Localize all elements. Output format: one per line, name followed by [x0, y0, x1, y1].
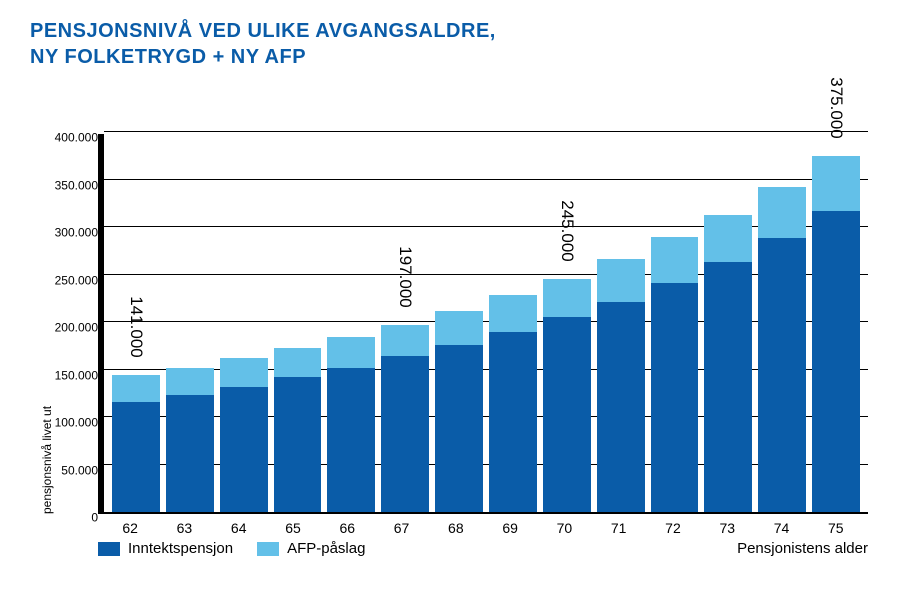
x-tick-label: 74 — [757, 516, 805, 536]
bar-value-label: 245.000 — [557, 201, 577, 262]
chart-title-line2: NY FOLKETRYGD + NY AFP — [30, 44, 868, 70]
bar-segment-afp — [597, 259, 645, 302]
bar-segment-inntekt — [758, 238, 806, 512]
bar-segment-afp — [543, 279, 591, 317]
bar-segment-inntekt — [381, 356, 429, 512]
chart-container: 050.000100.000150.000200.000250.000300.0… — [30, 90, 868, 574]
chart-title-line1: PENSJONSNIVÅ VED ULIKE AVGANGSALDRE, — [30, 18, 868, 44]
x-tick-label: 73 — [703, 516, 751, 536]
x-tick-label: 68 — [432, 516, 480, 536]
x-tick-label: 69 — [486, 516, 534, 536]
x-tick-label: 67 — [377, 516, 425, 536]
x-axis-title: Pensjonistens alder — [737, 540, 868, 557]
x-tick-label: 75 — [812, 516, 860, 536]
bar-column: 375.000 — [812, 156, 860, 512]
bar-segment-inntekt — [543, 317, 591, 512]
legend-item-2: AFP-påslag — [257, 540, 365, 557]
bar-value-label: 197.000 — [395, 246, 415, 307]
bar-value-label: 141.000 — [126, 296, 146, 357]
x-tick-label: 63 — [160, 516, 208, 536]
bar-segment-afp — [812, 156, 860, 211]
x-tick-label: 70 — [540, 516, 588, 536]
bar-segment-inntekt — [651, 283, 699, 512]
bar-segment-afp — [112, 375, 160, 402]
bar-column: 245.000 — [543, 279, 591, 512]
bar-column — [166, 368, 214, 512]
bar-segment-inntekt — [220, 387, 268, 512]
bar-column: 141.000 — [112, 375, 160, 512]
bar-column — [327, 337, 375, 512]
bar-segment-afp — [274, 348, 322, 377]
bar-column — [758, 187, 806, 512]
x-tick-label: 64 — [215, 516, 263, 536]
bar-column: 197.000 — [381, 325, 429, 512]
bar-segment-inntekt — [327, 368, 375, 512]
x-tick-label: 66 — [323, 516, 371, 536]
bars: 141.000 197.000 245.000 375.000 — [104, 134, 868, 512]
bar-segment-inntekt — [274, 377, 322, 512]
bar-segment-afp — [758, 187, 806, 238]
x-tick-label: 65 — [269, 516, 317, 536]
bar-column — [704, 215, 752, 512]
x-tick-label: 72 — [649, 516, 697, 536]
y-tick-label: 200.000 — [30, 321, 98, 328]
grid-line — [104, 131, 868, 132]
bar-value-label: 375.000 — [826, 77, 846, 138]
bar-column — [274, 348, 322, 512]
bar-segment-afp — [220, 358, 268, 387]
bar-segment-afp — [166, 368, 214, 396]
bar-column — [651, 237, 699, 512]
bar-segment-afp — [435, 311, 483, 345]
bar-segment-inntekt — [704, 262, 752, 512]
bar-segment-afp — [489, 295, 537, 332]
bar-segment-afp — [651, 237, 699, 283]
legend-swatch-2 — [257, 542, 279, 556]
x-tick-label: 71 — [595, 516, 643, 536]
bar-segment-inntekt — [112, 402, 160, 512]
y-tick-label: 150.000 — [30, 368, 98, 375]
bar-segment-afp — [327, 337, 375, 367]
bar-segment-inntekt — [597, 302, 645, 512]
legend-swatch-1 — [98, 542, 120, 556]
y-axis-label: pensjonsnivå livet ut — [40, 406, 54, 514]
bar-column — [220, 358, 268, 512]
legend-label-2: AFP-påslag — [287, 540, 365, 557]
bar-column — [489, 295, 537, 512]
y-tick-label: 350.000 — [30, 178, 98, 185]
bar-column — [597, 259, 645, 512]
bar-segment-inntekt — [489, 332, 537, 512]
y-tick-label: 400.000 — [30, 131, 98, 138]
x-tick-label: 62 — [106, 516, 154, 536]
x-ticks: 62 63 64 65 66 67 68 69 70 71 72 73 74 75 — [98, 516, 868, 536]
bar-column — [435, 311, 483, 512]
bar-segment-inntekt — [435, 345, 483, 512]
bar-segment-afp — [381, 325, 429, 356]
bar-segment-inntekt — [166, 395, 214, 512]
chart-title: PENSJONSNIVÅ VED ULIKE AVGANGSALDRE, NY … — [30, 18, 868, 70]
y-tick-label: 250.000 — [30, 273, 98, 280]
plot-area: 141.000 197.000 245.000 375.000 — [98, 134, 868, 514]
legend-label-1: Inntektspensjon — [128, 540, 233, 557]
legend: Inntektspensjon AFP-påslag Pensjonistens… — [98, 540, 868, 557]
y-tick-label: 300.000 — [30, 226, 98, 233]
legend-item-1: Inntektspensjon — [98, 540, 233, 557]
bar-segment-afp — [704, 215, 752, 263]
bar-segment-inntekt — [812, 211, 860, 512]
